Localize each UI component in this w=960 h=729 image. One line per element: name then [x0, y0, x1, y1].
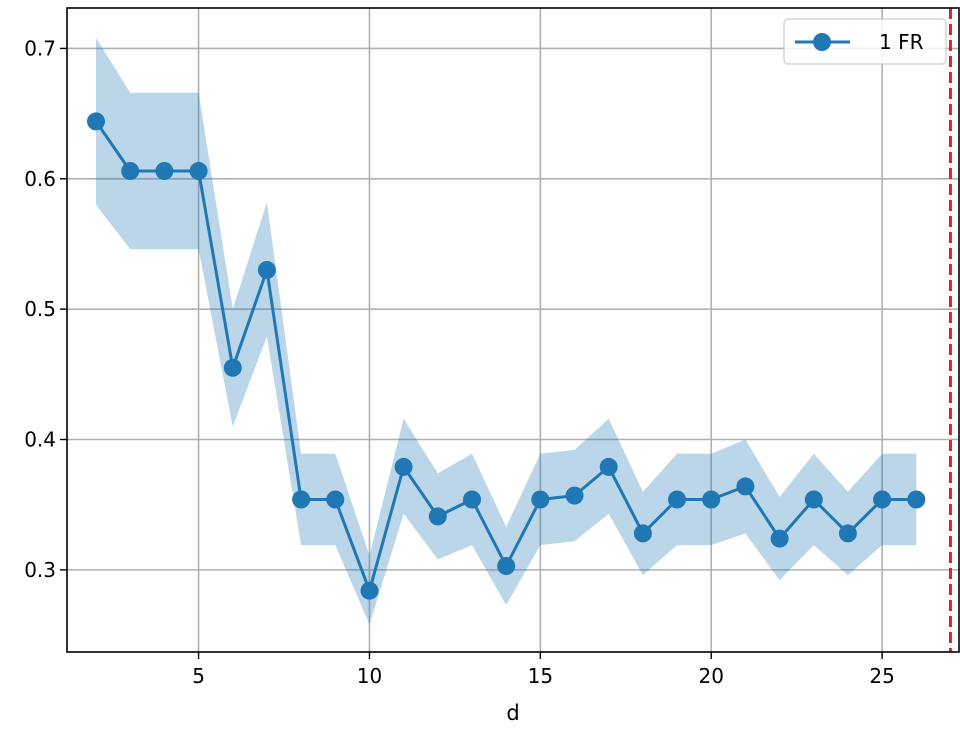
- y-ticks: 0.3 0.4 0.5 0.6 0.7: [24, 36, 67, 581]
- data-point: [873, 491, 891, 509]
- legend: 1 FR: [784, 19, 946, 64]
- y-tick-label: 0.3: [24, 558, 56, 582]
- data-point: [634, 524, 652, 542]
- data-point: [463, 491, 481, 509]
- x-tick-label: 20: [698, 664, 723, 688]
- data-point: [531, 491, 549, 509]
- x-tick-label: 25: [869, 664, 894, 688]
- x-axis-label: d: [506, 701, 519, 725]
- x-tick-label: 15: [528, 664, 553, 688]
- y-tick-label: 0.5: [24, 297, 56, 321]
- data-point: [395, 458, 413, 476]
- data-point: [155, 162, 173, 180]
- data-point: [805, 491, 823, 509]
- data-point: [497, 557, 515, 575]
- data-point: [668, 491, 686, 509]
- x-tick-label: 10: [357, 664, 382, 688]
- data-point: [771, 530, 789, 548]
- x-ticks: 5 10 15 20 25: [192, 652, 895, 688]
- x-tick-label: 5: [192, 664, 205, 688]
- data-point: [326, 491, 344, 509]
- y-tick-label: 0.7: [24, 36, 56, 60]
- data-point: [361, 582, 379, 600]
- data-point: [566, 487, 584, 505]
- data-point: [907, 491, 925, 509]
- legend-label-series-1: 1 FR: [879, 30, 924, 54]
- data-point: [190, 162, 208, 180]
- data-point: [429, 507, 447, 525]
- data-point: [736, 477, 754, 495]
- legend-marker-swatch: [813, 33, 831, 51]
- data-point: [87, 112, 105, 130]
- data-point: [224, 359, 242, 377]
- data-point: [839, 524, 857, 542]
- data-point: [600, 458, 618, 476]
- data-point: [292, 491, 310, 509]
- y-tick-label: 0.6: [24, 167, 56, 191]
- y-tick-label: 0.4: [24, 428, 56, 452]
- data-point: [258, 261, 276, 279]
- data-point: [702, 491, 720, 509]
- data-point: [121, 162, 139, 180]
